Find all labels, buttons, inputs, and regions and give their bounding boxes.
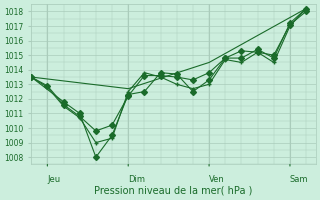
X-axis label: Pression niveau de la mer( hPa ): Pression niveau de la mer( hPa ) xyxy=(94,186,253,196)
Text: Jeu: Jeu xyxy=(47,175,60,184)
Text: Ven: Ven xyxy=(209,175,225,184)
Text: Dim: Dim xyxy=(128,175,145,184)
Text: Sam: Sam xyxy=(290,175,308,184)
